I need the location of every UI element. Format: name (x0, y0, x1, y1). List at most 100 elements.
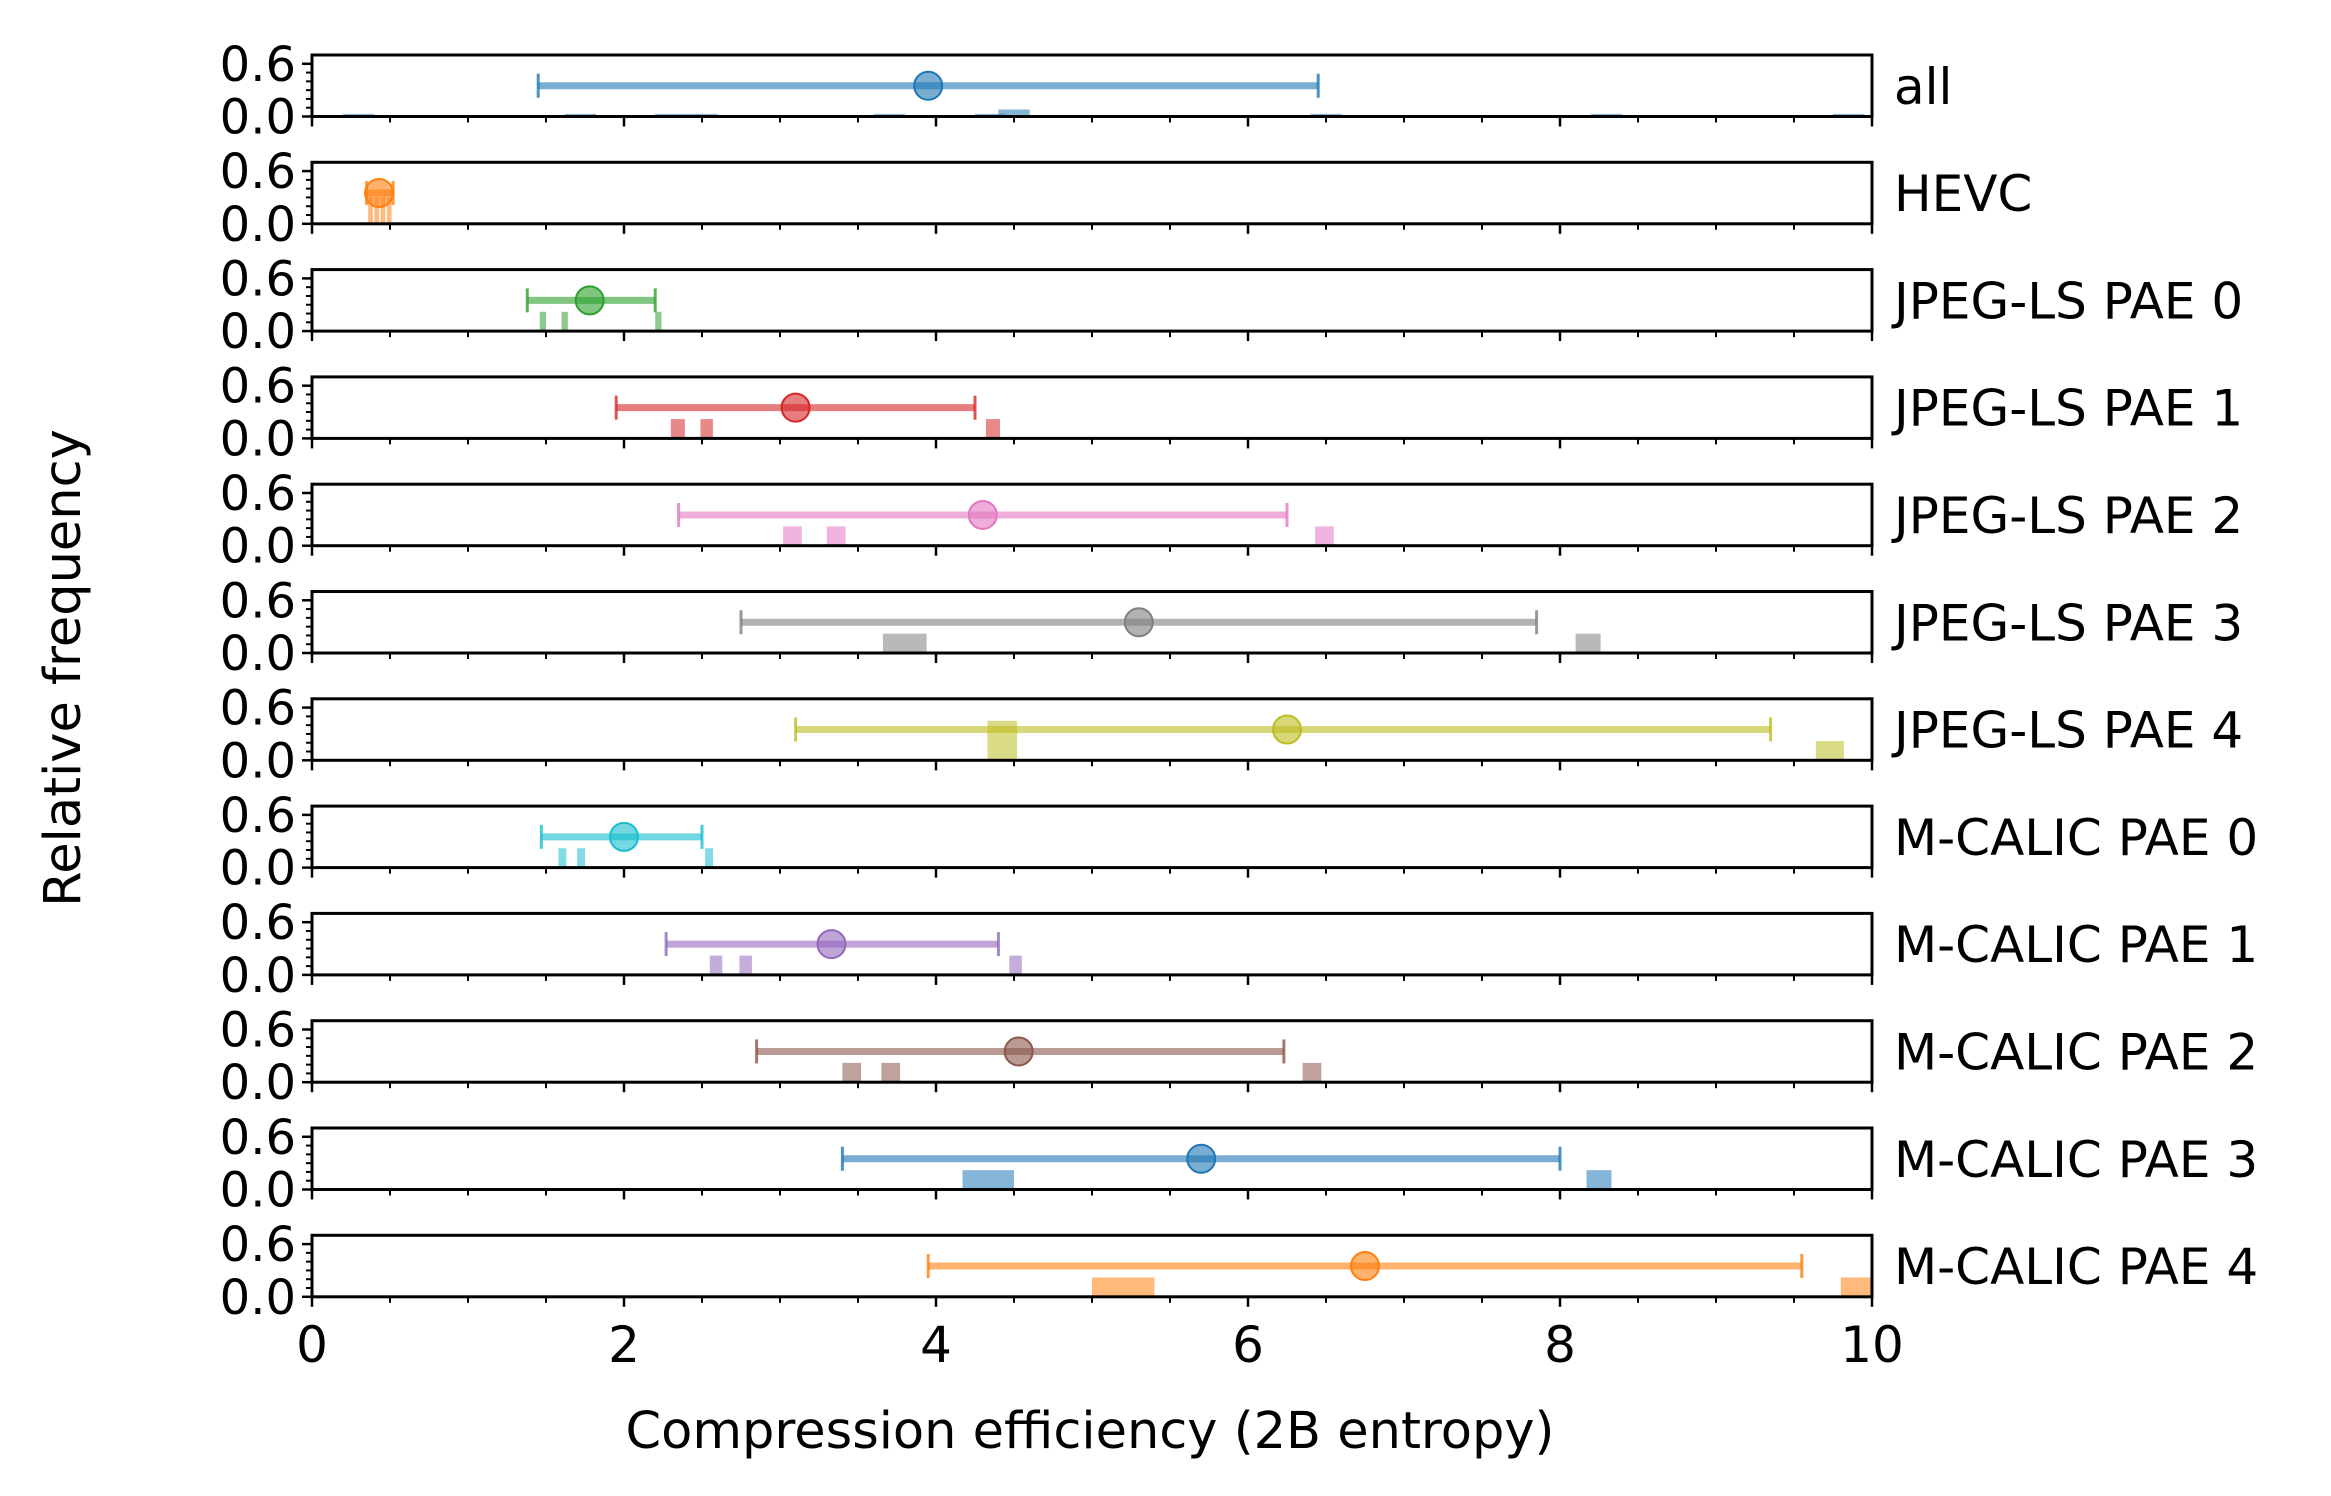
panel-3: 0.00.6 JPEG-LS PAE 1 (220, 359, 2244, 468)
panel-11: 0.00.6 M-CALIC PAE 4 (220, 1217, 2259, 1326)
y-tick-label: 0.6 (220, 895, 296, 951)
mean-marker (609, 821, 639, 852)
histogram-bar (700, 419, 713, 439)
histogram-bar (1840, 1277, 1872, 1297)
panel-label: JPEG-LS PAE 4 (1891, 702, 2243, 760)
histogram-bar (1586, 1170, 1612, 1190)
histogram-bar (1315, 526, 1334, 546)
histogram-bar (577, 848, 585, 868)
x-tick-label: 2 (608, 1316, 640, 1374)
mean-marker (1123, 607, 1154, 638)
y-tick-label: 0.6 (220, 359, 296, 415)
x-tick-label: 0 (296, 1316, 328, 1374)
histogram-bar (386, 197, 392, 224)
histogram-bar (1575, 633, 1601, 653)
mean-marker (816, 929, 847, 960)
panel-label: JPEG-LS PAE 3 (1891, 594, 2243, 652)
panel-label: M-CALIC PAE 0 (1894, 809, 2258, 867)
y-tick-label: 0.0 (220, 626, 296, 682)
panel-label: M-CALIC PAE 2 (1894, 1023, 2258, 1081)
mean-marker (780, 392, 811, 423)
histogram-bar (670, 419, 685, 439)
y-tick-label: 0.0 (220, 733, 296, 789)
mean-marker (1350, 1251, 1380, 1282)
y-tick-label: 0.6 (220, 681, 296, 737)
histogram-bar (998, 109, 1030, 117)
panel-label: JPEG-LS PAE 2 (1891, 487, 2243, 545)
panel-label: JPEG-LS PAE 0 (1891, 272, 2243, 330)
y-tick-label: 0.0 (220, 1055, 296, 1111)
y-tick-label: 0.6 (220, 1002, 296, 1058)
y-tick-label: 0.6 (220, 573, 296, 629)
y-tick-label: 0.6 (220, 251, 296, 307)
panel-label: M-CALIC PAE 1 (1894, 916, 2258, 974)
y-tick-label: 0.0 (220, 1270, 296, 1326)
mean-marker (1186, 1143, 1217, 1174)
histogram-bar (539, 311, 546, 332)
y-tick-label: 0.6 (220, 1110, 296, 1166)
panel-label: M-CALIC PAE 4 (1894, 1238, 2258, 1296)
panel-5: 0.00.6 JPEG-LS PAE 3 (220, 573, 2244, 682)
histogram-bar (842, 1062, 862, 1083)
y-tick-label: 0.0 (220, 411, 296, 467)
mean-marker (364, 178, 395, 209)
panel-6: 0.00.6 JPEG-LS PAE 4 (220, 681, 2244, 790)
histogram-bar (962, 1170, 1014, 1190)
y-tick-label: 0.6 (220, 466, 296, 522)
panel-label: all (1894, 58, 1952, 116)
histogram-bar (380, 197, 386, 224)
panel-4: 0.00.6 JPEG-LS PAE 2 (220, 466, 2244, 575)
panel-1: 0.00.6 HEVC (220, 144, 2033, 253)
panel-frame (310, 160, 1874, 226)
y-tick-label: 0.6 (220, 144, 296, 200)
histogram-bar (1009, 955, 1022, 975)
x-tick-label: 6 (1232, 1316, 1264, 1374)
panel-10: 0.00.6 M-CALIC PAE 3 (220, 1110, 2259, 1219)
histogram-bar (826, 526, 846, 546)
histogram-bar (709, 955, 723, 975)
mean-marker (1003, 1036, 1034, 1067)
histogram-bar (1302, 1062, 1322, 1083)
histogram-bar (985, 419, 1000, 439)
histogram-bar (374, 197, 380, 224)
histogram-bar (655, 311, 662, 332)
y-tick-label: 0.0 (220, 948, 296, 1004)
y-tick-label: 0.0 (220, 1163, 296, 1219)
x-tick-label: 4 (920, 1316, 952, 1374)
x-tick-label: 10 (1840, 1316, 1904, 1374)
x-axis: 0 2 4 6 8 10 (296, 1316, 1904, 1374)
histogram-bar (1092, 1277, 1155, 1297)
panel-label: M-CALIC PAE 3 (1894, 1131, 2258, 1189)
histogram-bar (705, 848, 713, 868)
y-tick-label: 0.0 (220, 519, 296, 575)
panel-7: 0.00.6 M-CALIC PAE 0 (220, 788, 2259, 897)
y-axis-label: Relative frequency (34, 429, 93, 907)
panel-label: JPEG-LS PAE 1 (1891, 380, 2243, 438)
histogram-bar (368, 197, 373, 224)
panel-9: 0.00.6 M-CALIC PAE 2 (220, 1002, 2259, 1111)
panel-label: HEVC (1894, 165, 2032, 223)
panel-frame (310, 375, 1874, 440)
histogram-bar (739, 955, 752, 975)
x-tick-label: 8 (1544, 1316, 1576, 1374)
mean-marker (913, 70, 944, 101)
y-tick-label: 0.0 (220, 90, 296, 146)
y-tick-label: 0.0 (220, 304, 296, 360)
y-tick-label: 0.6 (220, 1217, 296, 1273)
panel-frame (310, 911, 1874, 977)
y-tick-label: 0.6 (220, 788, 296, 844)
histogram-bar (561, 311, 568, 332)
histogram-bar (558, 848, 567, 868)
y-tick-label: 0.0 (220, 841, 296, 897)
x-axis-label: Compression efficiency (2B entropy) (626, 1402, 1555, 1461)
histogram-bar (882, 633, 927, 653)
panel-2: 0.00.6 JPEG-LS PAE 0 (220, 251, 2244, 360)
mean-marker (574, 285, 605, 316)
y-tick-label: 0.0 (220, 197, 296, 253)
panel-8: 0.00.6 M-CALIC PAE 1 (220, 895, 2259, 1004)
mean-marker (1272, 714, 1302, 745)
panel-0: 0.00.6 all (220, 37, 1953, 146)
histogram-bar (783, 526, 802, 546)
